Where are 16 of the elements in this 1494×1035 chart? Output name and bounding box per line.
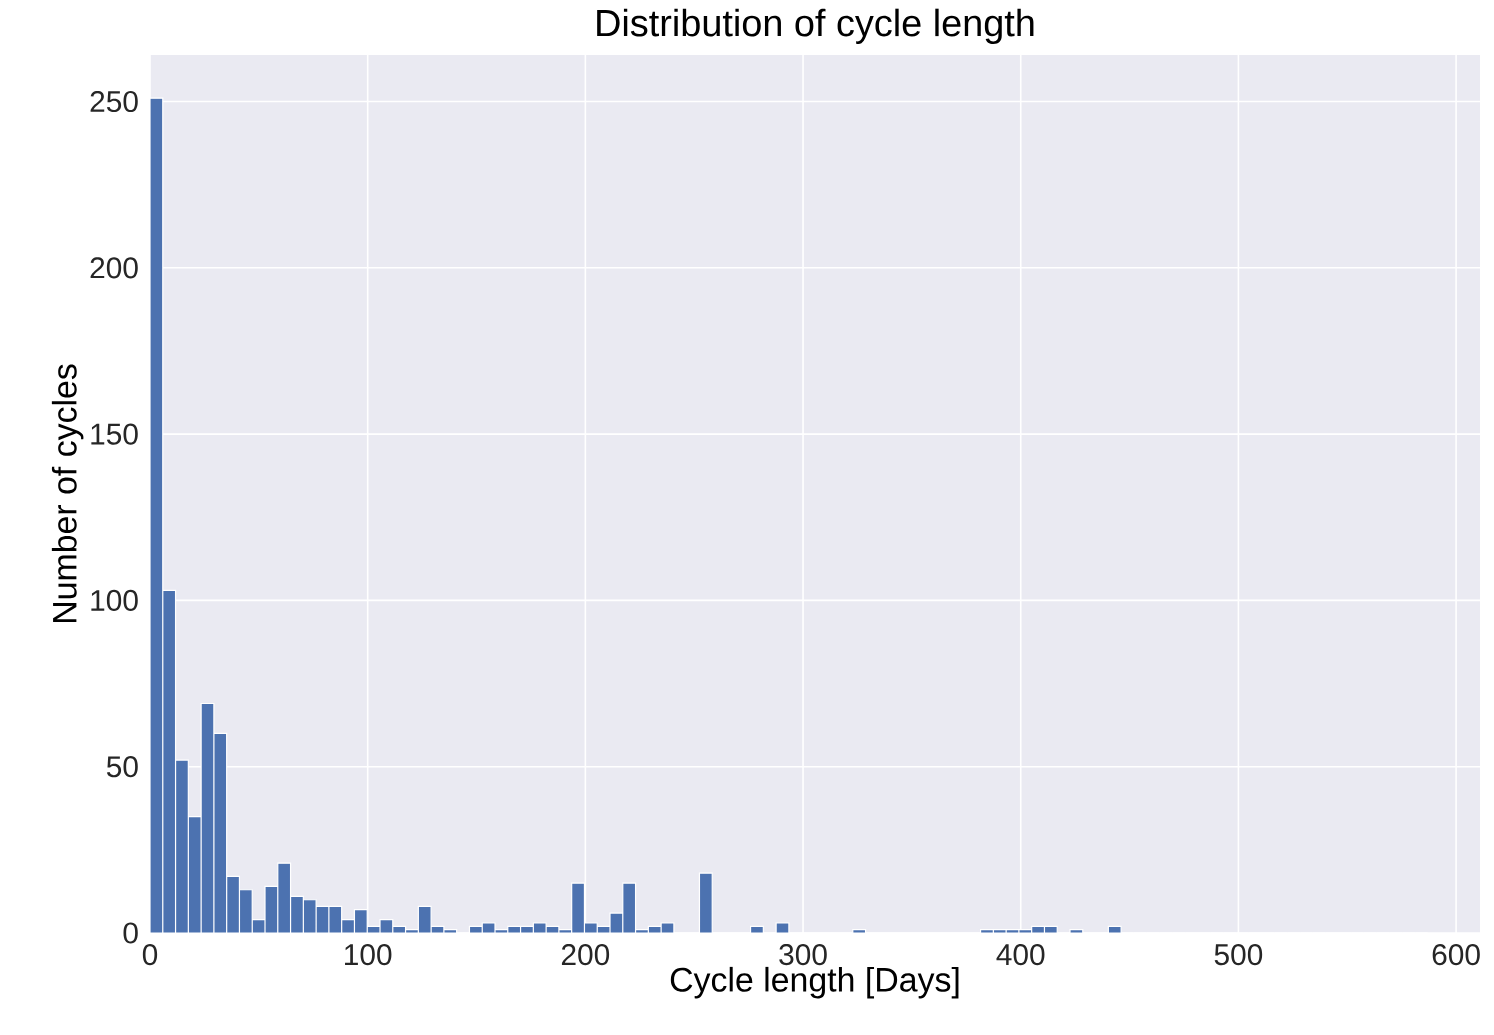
y-axis-title: Number of cycles xyxy=(51,364,84,623)
chart-title: Distribution of cycle length xyxy=(597,8,1034,44)
x-tick-label: 100 xyxy=(345,944,392,966)
x-tick-label: 300 xyxy=(779,944,827,966)
x-tick-label: 200 xyxy=(561,944,610,966)
y-tick-label: 150 xyxy=(91,423,138,445)
x-tick-label: 500 xyxy=(1214,944,1263,966)
y-tick-label: 200 xyxy=(90,257,138,279)
x-axis-title: Cycle length [Days] xyxy=(670,966,959,999)
y-tick-label: 100 xyxy=(91,589,138,611)
y-tick-label: 250 xyxy=(90,90,138,113)
x-tick-label: 400 xyxy=(996,944,1045,966)
x-tick-label: 0 xyxy=(142,944,158,966)
y-tick-label: 0 xyxy=(123,922,138,944)
x-tick-label: 600 xyxy=(1432,944,1480,966)
y-tick-label: 50 xyxy=(106,756,138,778)
